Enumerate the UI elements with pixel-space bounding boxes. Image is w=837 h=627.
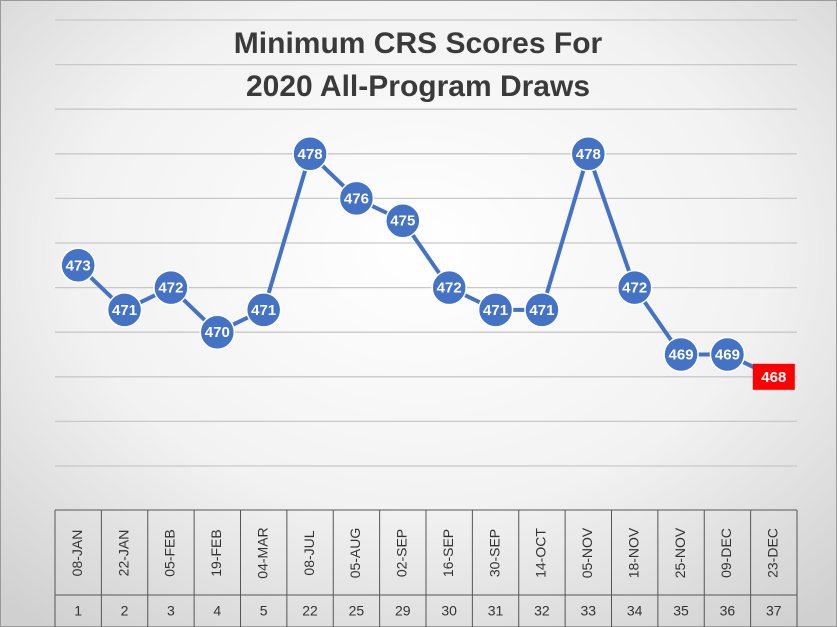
draw-number: 30 (441, 603, 457, 619)
marker (60, 247, 96, 284)
draw-number: 29 (395, 603, 411, 619)
x-tick-label: 30-SEP (486, 529, 502, 577)
draw-number: 36 (720, 603, 736, 619)
marker (431, 269, 467, 306)
marker (524, 292, 560, 328)
marker (570, 136, 607, 172)
x-tick-label: 18-NOV (625, 527, 641, 578)
draw-number: 37 (766, 603, 782, 619)
data-label: 471 (529, 302, 554, 319)
draw-number: 1 (74, 603, 82, 619)
marker (245, 292, 282, 328)
x-tick-label: 08-JUL (301, 530, 317, 575)
data-label: 471 (251, 302, 276, 319)
draw-number: 22 (302, 603, 318, 619)
data-label: 471 (483, 302, 508, 319)
marker (385, 202, 421, 239)
draw-number: 5 (260, 603, 268, 619)
draw-number: 31 (488, 603, 504, 619)
data-label: 473 (66, 257, 91, 274)
marker (106, 292, 143, 328)
x-tick-label: 16-SEP (440, 529, 456, 577)
marker (709, 336, 746, 373)
data-label: 469 (669, 346, 694, 363)
chart-title: 2020 All-Program Draws (246, 70, 590, 103)
draw-number: 32 (534, 603, 550, 619)
data-label: 476 (344, 190, 369, 207)
marker (338, 180, 375, 217)
x-tick-label: 09-DEC (718, 528, 734, 578)
marker (616, 269, 653, 306)
x-tick-label: 23-DEC (765, 528, 781, 578)
data-label: 472 (437, 280, 462, 297)
marker (153, 269, 189, 306)
marker (663, 336, 699, 373)
x-tick-label: 22-JAN (115, 530, 131, 577)
x-tick-label: 25-NOV (672, 527, 688, 578)
line (76, 147, 775, 379)
draw-number: 25 (349, 603, 365, 619)
data-label: 470 (205, 324, 230, 341)
data-label: 478 (576, 146, 601, 163)
marker (292, 136, 328, 172)
marker (477, 292, 514, 328)
x-tick-label: 05-NOV (579, 527, 595, 578)
highlight-marker (752, 363, 795, 390)
data-label: 475 (390, 213, 415, 230)
x-tick-label: 05-FEB (162, 529, 178, 576)
x-tick-label: 19-FEB (208, 529, 224, 576)
data-label: 471 (112, 302, 137, 319)
draw-number: 35 (673, 603, 689, 619)
data-label: 468 (761, 369, 786, 386)
data-label: 469 (715, 346, 740, 363)
draw-number: 2 (121, 603, 129, 619)
marker (199, 314, 236, 350)
draw-number: 33 (581, 603, 597, 619)
data-label: 472 (622, 280, 647, 297)
x-tick-label: 05-AUG (347, 528, 363, 579)
draw-number: 34 (627, 603, 643, 619)
x-tick-label: 14-OCT (533, 528, 549, 578)
chart-title: Minimum CRS Scores For (234, 27, 603, 60)
draw-number: 4 (213, 603, 221, 619)
data-label: 478 (298, 146, 323, 163)
x-tick-label: 04-MAR (254, 527, 270, 578)
x-tick-label: 08-JAN (69, 530, 85, 577)
draw-number: 3 (167, 603, 175, 619)
data-label: 472 (158, 280, 183, 297)
x-tick-label: 02-SEP (394, 529, 410, 577)
